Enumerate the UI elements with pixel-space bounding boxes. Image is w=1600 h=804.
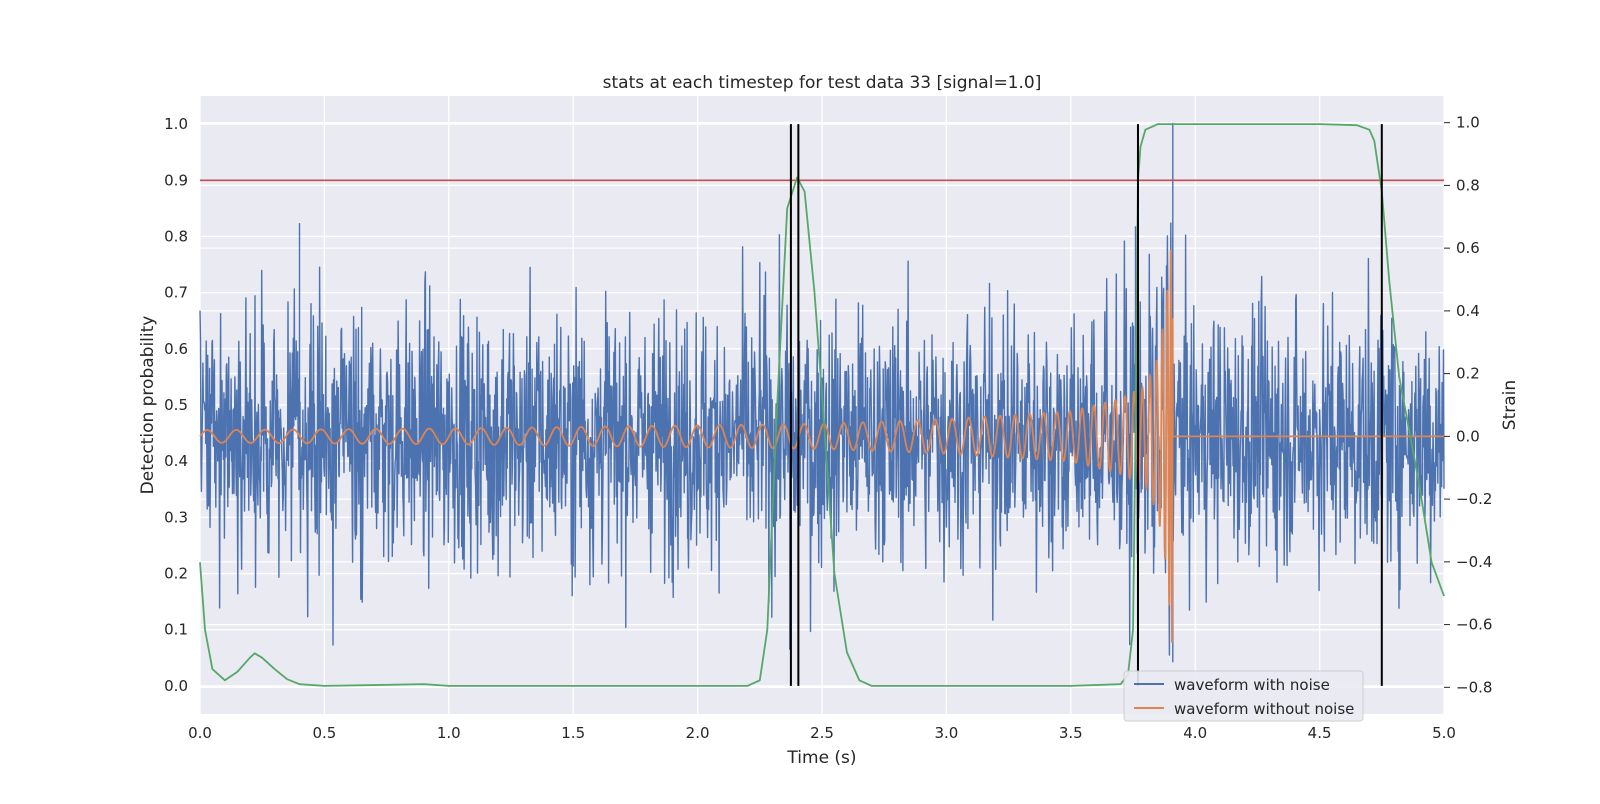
x-tick-label: 3.5 — [1059, 724, 1083, 742]
y-tick-label: 0.6 — [164, 340, 188, 358]
x-tick-label: 5.0 — [1432, 724, 1456, 742]
axis-layer: 0.0 0.5 1.0 1.5 2.0 2.5 3.0 3.5 4.0 4.5 5.0 0.0 0.1 0… — [164, 114, 1492, 742]
y-tick-label: 0.9 — [164, 171, 188, 189]
y-tick-label: 0.0 — [164, 677, 188, 695]
x-axis-label: Time (s) — [786, 748, 856, 768]
y2-tick-label: 0.2 — [1456, 365, 1480, 383]
x-tick-label: 0.5 — [312, 724, 336, 742]
y-tick-label: 0.2 — [164, 565, 188, 583]
y2-tick-label: 0.8 — [1456, 176, 1480, 194]
series-waveform-without-noise — [199, 249, 1444, 643]
y-tick-label: 0.4 — [164, 452, 188, 470]
y2-tick-label: 0.6 — [1456, 239, 1480, 257]
y-tick-label: 0.8 — [164, 227, 188, 245]
x-tick-label: 4.0 — [1183, 724, 1207, 742]
legend-label-clean: waveform without noise — [1174, 700, 1354, 718]
legend: waveform with noise waveform without noi… — [1123, 670, 1364, 722]
y-tick-label: 0.3 — [164, 508, 188, 526]
series-layer — [199, 122, 1445, 687]
y2-tick-label: 0.4 — [1456, 302, 1480, 320]
y2-tick-label: −0.2 — [1456, 490, 1492, 508]
y2-tick-label: 1.0 — [1456, 114, 1480, 132]
x-tick-label: 2.0 — [686, 724, 710, 742]
y-tick-label: 0.5 — [164, 396, 188, 414]
legend-label-noise: waveform with noise — [1174, 676, 1330, 694]
y2-tick-label: 0.0 — [1456, 427, 1480, 445]
y-tick-label: 0.7 — [164, 284, 188, 302]
x-tick-label: 2.5 — [810, 724, 834, 742]
legend-box — [1123, 670, 1364, 722]
y2-tick-label: −0.4 — [1456, 553, 1492, 571]
x-tick-label: 3.0 — [934, 724, 958, 742]
y2-axis-label: Strain — [1500, 380, 1520, 430]
y2-tick-label: −0.6 — [1456, 616, 1492, 634]
y-axis-label: Detection probability — [138, 316, 158, 495]
y2-tick-label: −0.8 — [1456, 678, 1492, 696]
x-tick-label: 4.5 — [1308, 724, 1332, 742]
y-tick-label: 0.1 — [164, 621, 188, 639]
chart-title: stats at each timestep for test data 33 … — [603, 73, 1042, 93]
series-detection-probability — [199, 123, 1445, 687]
y-tick-label: 1.0 — [164, 115, 188, 133]
x-tick-label: 1.5 — [561, 724, 585, 742]
x-tick-label: 1.0 — [437, 724, 461, 742]
series-waveform-with-noise — [199, 122, 1445, 663]
x-tick-label: 0.0 — [188, 724, 212, 742]
